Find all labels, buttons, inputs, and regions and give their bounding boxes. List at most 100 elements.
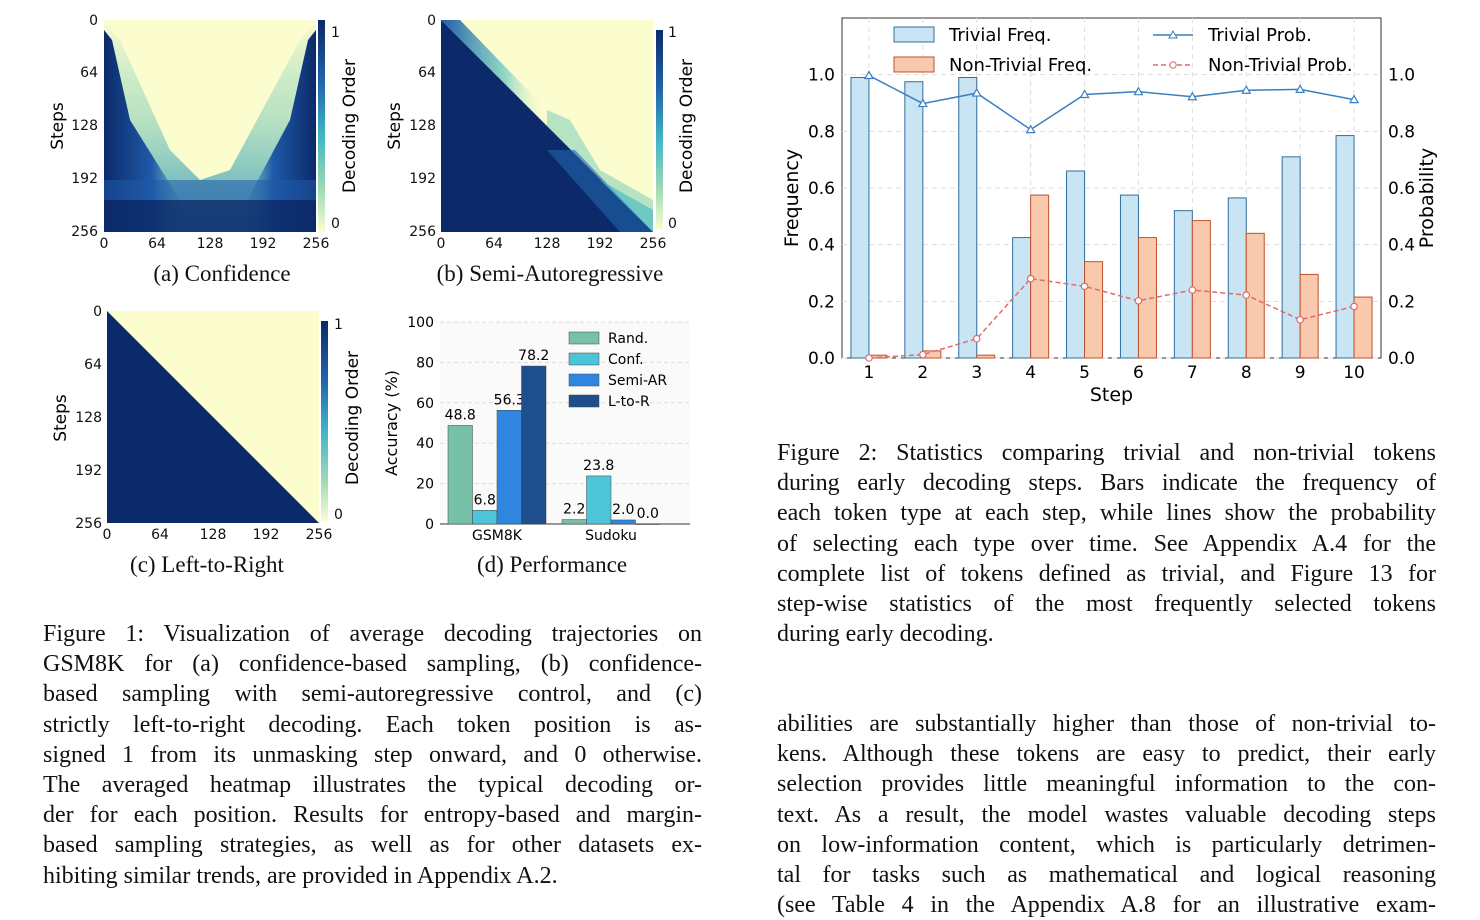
body-line: abilities are substantially higher than … bbox=[777, 711, 1436, 737]
x-tick-label: Sudoku bbox=[585, 528, 637, 544]
bar bbox=[472, 510, 498, 525]
figure2-caption: Figure 2: Statistics comparing trivial a… bbox=[777, 438, 1436, 649]
plot-area bbox=[440, 322, 690, 524]
caption-line: based sampling with semi-autoregressive … bbox=[43, 681, 702, 708]
heatmap-c bbox=[107, 311, 319, 523]
caption-b: (b) Semi-Autoregressive bbox=[436, 261, 664, 286]
caption-line: The averaged heatmap illustrates the typ… bbox=[43, 772, 702, 799]
caption-line: based sampling strategies, as well as fo… bbox=[43, 832, 702, 859]
bar bbox=[635, 523, 661, 525]
y2-tick-label: 1.0 bbox=[1388, 66, 1415, 86]
bar bbox=[850, 77, 870, 359]
caption-a: (a) Confidence bbox=[153, 261, 291, 286]
body-paragraph: abilities are substantially higher than … bbox=[777, 709, 1436, 920]
y2-tick-label: 0.4 bbox=[1388, 236, 1415, 256]
line-point bbox=[1026, 274, 1035, 283]
bar bbox=[904, 81, 924, 359]
caption-line: during early decoding steps. Bars indica… bbox=[777, 470, 1436, 497]
tick: 0 bbox=[100, 236, 109, 252]
bar bbox=[521, 365, 547, 525]
legend-swatch bbox=[568, 352, 600, 366]
x-tick-label: 3 bbox=[971, 363, 982, 383]
frequency-probability-chart: 0.0 0.0 0.2 0.2 0.4 0.4 0.6 0.6 0.8 0.8 1.0 1.0 1 2 3 4… bbox=[781, 17, 1438, 406]
tick: 256 bbox=[71, 224, 98, 240]
bar-value-label: 2.0 bbox=[612, 502, 634, 518]
series-line bbox=[868, 74, 1355, 131]
x-axis-label: Step bbox=[1090, 384, 1133, 406]
bar-value-label: 2.2 bbox=[563, 502, 585, 518]
x-tick-label: 6 bbox=[1133, 363, 1144, 383]
legend-swatch bbox=[568, 373, 600, 387]
cbar-tick: 0 bbox=[334, 507, 343, 523]
legend-label: Trivial Prob. bbox=[1207, 25, 1312, 46]
tick: 192 bbox=[75, 463, 102, 479]
performance-chart: 0 20 40 60 80 100 Accuracy (%) 48.8 6.8 56.3 78.2 G… bbox=[382, 315, 690, 544]
cbar-tick: 1 bbox=[668, 25, 677, 41]
line-point bbox=[1295, 84, 1306, 94]
legend-swatch bbox=[568, 394, 600, 408]
bar bbox=[1227, 197, 1247, 359]
body-line: text. As a result, the model wastes valu… bbox=[777, 801, 1436, 828]
colorbar-a bbox=[318, 20, 325, 232]
tick: 128 bbox=[71, 118, 98, 134]
bar-value-label: 6.8 bbox=[474, 492, 496, 508]
x-tick-label: 4 bbox=[1025, 363, 1036, 383]
bar bbox=[1119, 194, 1139, 359]
cbar-tick: 1 bbox=[334, 317, 343, 333]
bar bbox=[1066, 170, 1086, 359]
bar bbox=[1173, 210, 1193, 359]
caption-c: (c) Left-to-Right bbox=[130, 552, 284, 577]
axis-ticks-a: 0 64 128 192 256 0 64 128 192 256 1 0 bbox=[71, 13, 340, 252]
line-point bbox=[1187, 91, 1198, 101]
y-tick-label: 0.2 bbox=[808, 292, 835, 312]
line-point bbox=[919, 350, 927, 359]
caption-line: signed 1 from its unmasking step onward,… bbox=[43, 741, 702, 768]
bar-value-label: 0.0 bbox=[637, 506, 659, 522]
y-tick-label: 1.0 bbox=[808, 66, 835, 86]
x-tick-label: GSM8K bbox=[472, 528, 523, 544]
tick: 0 bbox=[89, 13, 98, 29]
legend-label: Rand. bbox=[608, 331, 648, 347]
tick: 64 bbox=[84, 357, 102, 373]
tick: 0 bbox=[103, 527, 112, 543]
figure2-chart: 0.0 0.0 0.2 0.2 0.4 0.4 0.6 0.6 0.8 0.8 1.0 1.0 1 2 3 4… bbox=[781, 17, 1438, 406]
caption-line: of selecting each type over time. See Ap… bbox=[777, 530, 1436, 557]
y-tick-label: 80 bbox=[416, 355, 434, 371]
bar bbox=[1084, 261, 1104, 359]
line-point bbox=[1242, 291, 1251, 299]
body-line: (see Table 4 in the Appendix A.8 for an … bbox=[777, 892, 1436, 919]
series-line bbox=[868, 277, 1355, 359]
tick: 128 bbox=[197, 236, 224, 252]
axis-ticks-b: 0 64 128 192 256 0 64 128 192 256 1 0 bbox=[409, 13, 677, 252]
tick: 0 bbox=[437, 236, 446, 252]
cbar-label-b: Decoding Order bbox=[677, 59, 697, 193]
bar bbox=[496, 410, 522, 525]
tick: 256 bbox=[640, 236, 667, 252]
caption-line: strictly left-to-right decoding. Each to… bbox=[43, 711, 702, 738]
caption-line: each token type at each step, while line… bbox=[777, 500, 1436, 527]
tick: 128 bbox=[75, 410, 102, 426]
body-line: kens. Although these tokens are easy to … bbox=[777, 741, 1436, 768]
legend-label: Conf. bbox=[608, 352, 644, 368]
x-tick-label: 7 bbox=[1187, 363, 1198, 383]
x-tick-label: 1 bbox=[864, 363, 875, 383]
tick: 128 bbox=[409, 118, 436, 134]
tick: 256 bbox=[409, 224, 436, 240]
heatmap-a bbox=[104, 20, 316, 232]
x-tick-label: 8 bbox=[1241, 363, 1252, 383]
y-tick-label: 0.8 bbox=[808, 122, 835, 142]
y2-axis-label: Probability bbox=[1416, 148, 1438, 248]
axis-ticks-c: 0 64 128 192 256 0 64 128 192 256 1 0 bbox=[75, 304, 343, 543]
caption-line: Figure 2: Statistics comparing trivial a… bbox=[777, 440, 1436, 466]
tick: 256 bbox=[75, 516, 102, 532]
line-point bbox=[1079, 89, 1090, 99]
line-point bbox=[971, 87, 982, 97]
caption-line: during early decoding. bbox=[777, 621, 994, 648]
y2-tick-label: 0.8 bbox=[1388, 122, 1415, 142]
bar bbox=[1281, 156, 1301, 359]
legend-swatch bbox=[568, 331, 600, 345]
bar bbox=[1335, 135, 1355, 359]
tick: 256 bbox=[303, 236, 330, 252]
bar-value-label: 48.8 bbox=[445, 407, 476, 423]
cbar-tick: 1 bbox=[331, 25, 340, 41]
